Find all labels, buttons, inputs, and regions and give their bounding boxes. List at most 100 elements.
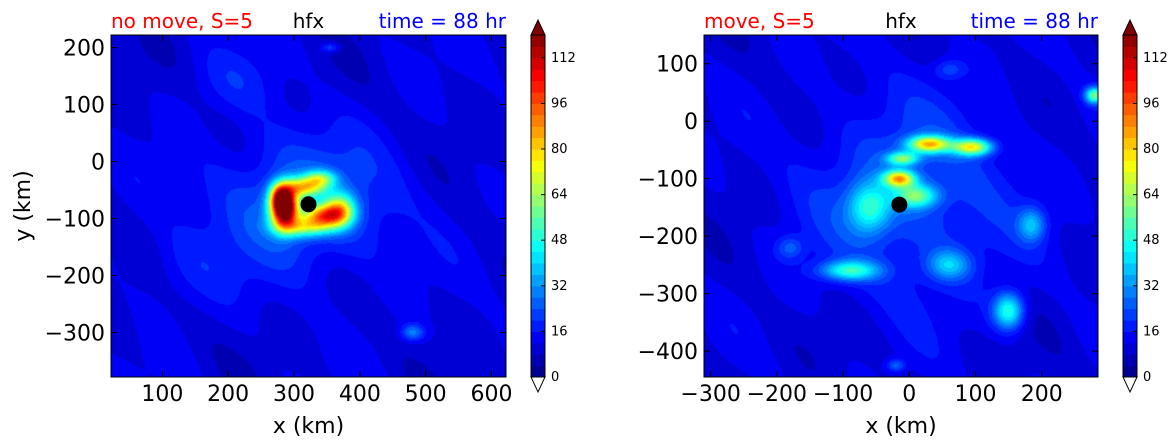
colorbar-band-0 [531,297,545,310]
colorbar-band-0 [531,137,545,150]
colorbar-band-1 [1123,183,1137,196]
x-tick-label-0: 500 [405,382,447,407]
colorbar-band-1 [1123,320,1137,332]
colorbar-band-1 [1123,308,1137,321]
y-tick-label-0: 200 [63,37,105,62]
y-tick-label-1: −200 [638,225,698,250]
colorbar-1: 0 16 32 48 64 80 96 112 [1122,18,1168,394]
colorbar-band-0 [531,354,545,367]
colorbar-band-0 [531,92,545,104]
colorbar-band-1 [1123,342,1137,355]
colorbar-band-0 [531,228,545,241]
colorbar-tick-label-0: 64 [551,188,568,203]
colorbar-band-0 [531,251,545,264]
colorbar-band-0 [531,217,545,230]
x-tick-label-1: 100 [954,382,996,407]
title-left-1: move, S=5 [704,9,815,33]
colorbar-tick-label-1: 32 [1143,279,1160,294]
colorbar-band-0 [531,263,545,275]
colorbar-band-1 [1123,80,1137,93]
colorbar-band-1 [1123,251,1137,264]
colorbar-band-1 [1123,297,1137,310]
y-tick-label-1: 100 [656,53,698,78]
colorbar-band-0 [531,183,545,196]
colorbar-band-0 [531,285,545,298]
colorbar-extend-min-1 [1122,376,1138,394]
colorbar-band-0 [531,171,545,184]
colorbar-band-1 [1123,57,1137,70]
colorbar-band-0 [531,35,545,47]
x-tick-label-0: 600 [471,382,513,407]
colorbar-band-1 [1123,149,1137,161]
title-center-1: hfx [885,9,917,33]
y-axis-label-0: y (km) [11,170,36,241]
colorbar-extend-max-0 [530,18,546,36]
colorbar-band-0 [531,274,545,287]
x-tick-label-0: 100 [141,382,183,407]
axes-frame-0 [110,34,507,378]
colorbar-band-1 [1123,171,1137,184]
x-tick-label-0: 400 [339,382,381,407]
colorbar-extend-max-1 [1122,18,1138,36]
colorbar-band-0 [531,114,545,127]
colorbar-band-1 [1123,240,1137,253]
colorbar-band-1 [1123,274,1137,287]
title-right-1: time = 88 hr [971,9,1099,33]
y-tick-label-1: 0 [684,110,698,135]
title-center-0: hfx [293,9,325,33]
colorbar-band-0 [531,320,545,332]
colorbar-tick-label-1: 48 [1143,233,1160,248]
x-tick-label-1: 0 [902,382,916,407]
title-left-0: no move, S=5 [111,9,253,33]
colorbar-band-1 [1123,126,1137,139]
colorbar-band-1 [1123,263,1137,275]
colorbar-tick-label-1: 16 [1143,324,1160,339]
y-tick-label-1: −400 [638,340,698,365]
colorbar-band-1 [1123,114,1137,127]
colorbar-band-0 [531,240,545,253]
colorbar-tick-label-1: 64 [1143,188,1160,203]
colorbar-tick-label-0: 16 [551,324,568,339]
colorbar-band-0 [531,57,545,70]
colorbar-band-0 [531,46,545,59]
colorbar-band-0 [531,194,545,207]
colorbar-band-0 [531,365,545,378]
colorbar-tick-label-0: 32 [551,279,568,294]
colorbar-band-1 [1123,206,1137,218]
colorbar-band-0 [531,331,545,344]
x-tick-label-1: 200 [1021,382,1063,407]
colorbar-tick-label-0: 0 [551,370,559,385]
x-axis-label-0: x (km) [273,414,344,439]
colorbar-tick-label-0: 48 [551,233,568,248]
y-tick-label-0: 0 [91,151,105,176]
colorbar-band-1 [1123,92,1137,104]
colorbar-tick-label-0: 96 [551,96,568,111]
colorbar-band-1 [1123,285,1137,298]
x-tick-label-0: 300 [273,382,315,407]
colorbar-band-0 [531,69,545,82]
colorbar-tick-label-1: 112 [1143,51,1168,66]
colorbar-band-1 [1123,365,1137,378]
colorbar-band-1 [1123,46,1137,59]
colorbar-tick-label-1: 96 [1143,96,1160,111]
colorbar-band-0 [531,126,545,139]
colorbar-band-0 [531,206,545,218]
colorbar-tick-label-1: 0 [1143,370,1151,385]
colorbar-band-1 [1123,331,1137,344]
title-right-0: time = 88 hr [379,9,507,33]
colorbar-band-0 [531,308,545,321]
axes-frame-1 [703,34,1099,378]
x-axis-label-1: x (km) [865,414,936,439]
y-tick-label-1: −300 [638,283,698,308]
x-tick-label-0: 200 [207,382,249,407]
colorbar-band-1 [1123,194,1137,207]
y-tick-label-0: 100 [63,94,105,119]
colorbar-band-1 [1123,137,1137,150]
colorbar-tick-label-0: 80 [551,142,568,157]
colorbar-band-0 [531,160,545,173]
storm-center-marker-1 [891,196,908,213]
right-panel-move: −300 −200 −100 0 100 2001000−100−200−300−400x… [638,9,1168,439]
colorbar-band-1 [1123,69,1137,82]
colorbar-band-0 [531,149,545,161]
